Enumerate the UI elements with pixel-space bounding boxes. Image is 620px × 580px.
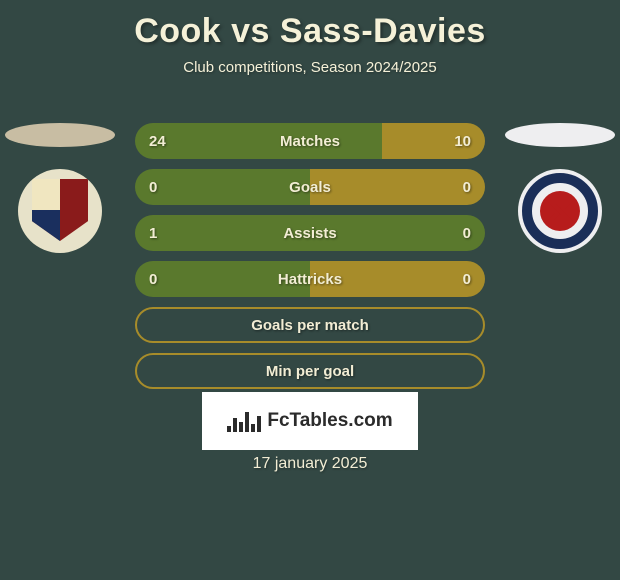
stat-label: Min per goal <box>137 355 483 387</box>
stat-row-matches: 2410Matches <box>135 123 485 159</box>
stat-row-min-per-goal: Min per goal <box>135 353 485 389</box>
shield-icon <box>32 179 88 241</box>
stat-label: Goals per match <box>137 309 483 341</box>
stat-label: Assists <box>135 215 485 251</box>
watermark-text: FcTables.com <box>267 410 392 432</box>
player-right-column <box>500 105 620 285</box>
page-title: Cook vs Sass-Davies <box>0 0 620 51</box>
watermark: FcTables.com <box>202 392 418 450</box>
stat-row-assists: 10Assists <box>135 215 485 251</box>
player-right-nameplate <box>505 123 615 147</box>
stat-label: Hattricks <box>135 261 485 297</box>
stat-row-goals-per-match: Goals per match <box>135 307 485 343</box>
date: 17 january 2025 <box>0 455 620 473</box>
subtitle: Club competitions, Season 2024/2025 <box>0 59 620 76</box>
stat-row-goals: 00Goals <box>135 169 485 205</box>
player-left-column <box>0 105 120 285</box>
comparison-area: 2410Matches 00Goals 10Assists 00Hattricks Go… <box>0 105 620 395</box>
stat-row-hattricks: 00Hattricks <box>135 261 485 297</box>
stat-label: Goals <box>135 169 485 205</box>
club-crest-left <box>18 169 102 253</box>
player-left-nameplate <box>5 123 115 147</box>
watermark-bars-icon <box>227 410 261 432</box>
club-crest-right <box>518 169 602 253</box>
stat-label: Matches <box>135 123 485 159</box>
stat-bars: 2410Matches 00Goals 10Assists 00Hattricks Go… <box>135 123 485 399</box>
